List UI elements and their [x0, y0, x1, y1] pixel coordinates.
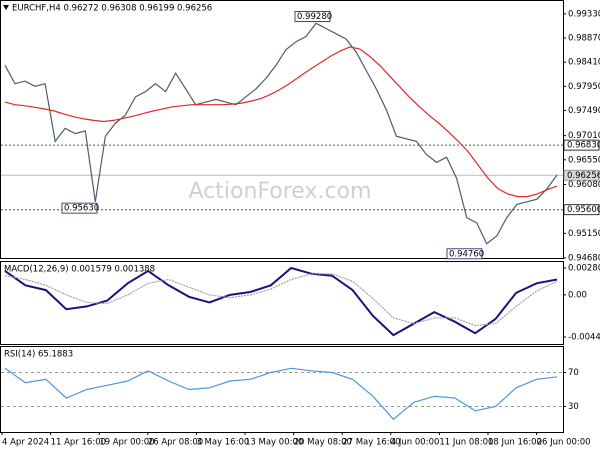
y-tick-label: 0.00 [568, 290, 587, 300]
menu-triangle [3, 5, 9, 10]
x-tick-label: 18 Jun 16:00 [488, 438, 542, 448]
y-tick-label: 0.98410 [568, 58, 600, 68]
annotation-box [61, 202, 98, 214]
x-tick-label: 26 Apr 08:00 [148, 438, 203, 448]
y-tick-label: 0.97950 [568, 82, 600, 92]
y-tick-label: 0.99330 [568, 9, 600, 19]
y-tick-label: 70 [568, 368, 579, 378]
macd-panel [0, 261, 564, 345]
annotation-label: 0.95630 [64, 204, 99, 214]
watermark: ActionForex.com [189, 179, 372, 204]
level-box [563, 139, 600, 151]
y-tick-label: 0.96550 [568, 155, 600, 165]
x-tick-label: 11 Jun 08:00 [439, 438, 493, 448]
annotation-label: 0.99280 [297, 12, 332, 22]
x-tick-label: 19 Apr 00:00 [99, 438, 154, 448]
annotation-box [294, 11, 331, 22]
x-tick-label: 27 May 16:00 [342, 438, 400, 448]
current-price-label: 0.96256 [567, 171, 600, 181]
series-line [4, 22, 558, 245]
series-line [4, 46, 558, 198]
y-tick-label: 30 [568, 402, 579, 412]
y-tick-label: 0.95150 [568, 229, 600, 239]
x-tick-label: 26 Jun 00:00 [537, 438, 591, 448]
y-tick-label: 0.94680 [568, 254, 600, 264]
annotation-label: 0.94760 [449, 249, 484, 259]
price-panel [0, 0, 564, 259]
y-tick-label: 0.002808 [568, 263, 600, 273]
y-tick-label: 0.97010 [568, 131, 600, 141]
x-tick-label: 4 Apr 2024 [2, 438, 49, 448]
y-tick-label: -0.004404 [568, 333, 600, 343]
x-tick-label: 4 Jun 00:00 [391, 438, 440, 448]
y-tick-label: 0.96080 [568, 180, 600, 190]
x-tick-label: 13 May 00:00 [245, 438, 303, 448]
level-label: 0.96830 [567, 141, 600, 151]
x-tick-label: 11 Apr 16:00 [51, 438, 106, 448]
x-tick-label: 3 May 16:00 [196, 438, 249, 448]
annotation-box [446, 248, 483, 260]
rsi-panel [0, 346, 564, 433]
level-label: 0.95600 [567, 205, 600, 215]
series-line [4, 367, 558, 421]
panel-title: MACD(12,26,9) 0.001579 0.001388 [4, 265, 155, 275]
panel-title: EURCHF,H4 0.96272 0.96308 0.96199 0.9625… [12, 4, 212, 14]
current-price-box [563, 169, 600, 181]
y-tick-label: 0.98870 [568, 34, 600, 44]
x-tick-label: 20 May 08:00 [294, 438, 352, 448]
series-line [4, 273, 558, 327]
level-box [563, 204, 600, 216]
panel-title: RSI(14) 65.1883 [4, 350, 73, 360]
y-tick-label: 0.97490 [568, 106, 600, 116]
